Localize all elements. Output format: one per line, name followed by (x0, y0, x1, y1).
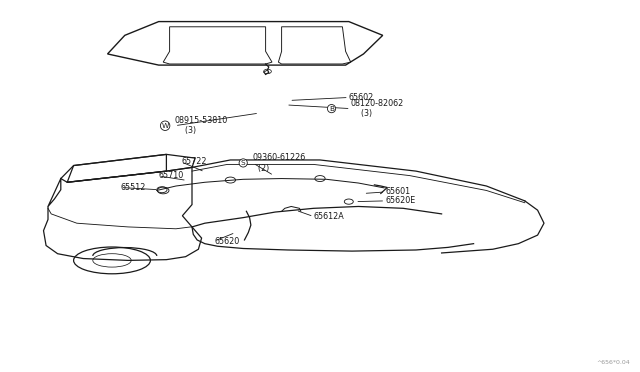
Text: 09360-61226
  (2): 09360-61226 (2) (253, 153, 306, 173)
Text: 65602: 65602 (349, 93, 374, 102)
Text: W: W (161, 123, 169, 129)
Text: 65612A: 65612A (314, 212, 344, 221)
Text: 08915-53810
    (3): 08915-53810 (3) (175, 116, 228, 135)
Text: 65512: 65512 (120, 183, 146, 192)
Text: 65710: 65710 (159, 171, 184, 180)
Text: ^656*0.04: ^656*0.04 (596, 360, 630, 365)
Text: B: B (329, 106, 334, 112)
Text: 08120-82062
    (3): 08120-82062 (3) (351, 99, 404, 118)
Text: S: S (241, 160, 246, 166)
Text: 65620: 65620 (214, 237, 239, 246)
Text: 65722: 65722 (181, 157, 207, 166)
Text: 65601: 65601 (385, 187, 410, 196)
Text: 65620E: 65620E (385, 196, 415, 205)
